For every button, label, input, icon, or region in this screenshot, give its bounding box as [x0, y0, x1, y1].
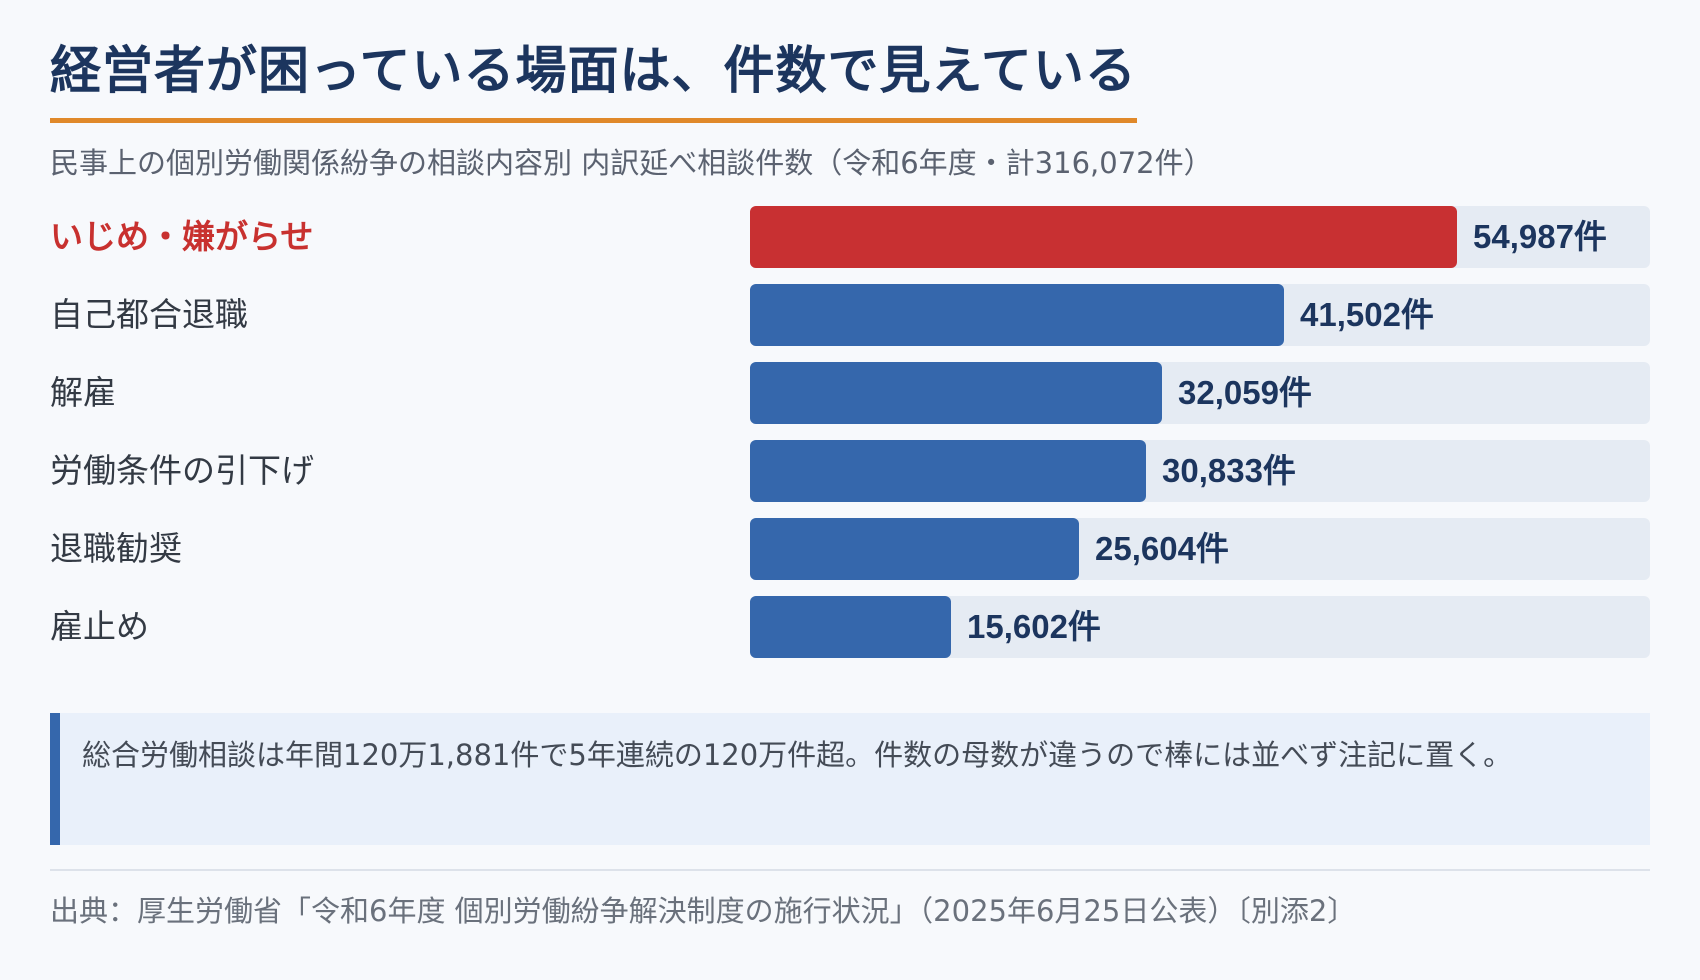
divider [50, 869, 1650, 871]
bar [750, 206, 1457, 269]
chart-row: 解雇 32,059件 [50, 362, 1650, 425]
bar [750, 518, 1079, 581]
page-title: 経営者が困っている場面は、件数で見えている [50, 40, 1137, 123]
value-label: 54,987件 [1473, 218, 1607, 256]
chart-subtitle: 民事上の個別労働関係紛争の相談内容別 内訳延べ相談件数（令和6年度・計316,0… [50, 145, 1213, 180]
bar-chart: いじめ・嫌がらせ 54,987件自己都合退職 41,502件解雇 32,059件労働条… [50, 206, 1650, 676]
chart-row: 労働条件の引下げ 30,833件 [50, 440, 1650, 503]
category-label: 労働条件の引下げ [50, 451, 314, 491]
value-label: 15,602件 [967, 608, 1101, 646]
note-box: 総合労働相談は年間120万1,881件で5年連続の120万件超。件数の母数が違う… [50, 713, 1650, 845]
source-citation: 出典：厚生労働省「令和6年度 個別労働紛争解決制度の施行状況」（2025年6月2… [50, 894, 1357, 928]
bar [750, 596, 951, 659]
chart-row: 自己都合退職 41,502件 [50, 284, 1650, 347]
bar-track: 32,059件 [750, 362, 1650, 425]
value-label: 25,604件 [1095, 530, 1229, 568]
value-label: 41,502件 [1300, 296, 1434, 334]
bar-track: 15,602件 [750, 596, 1650, 659]
bar [750, 362, 1162, 425]
value-label: 30,833件 [1162, 452, 1296, 490]
category-label: 解雇 [50, 373, 116, 413]
chart-container: 経営者が困っている場面は、件数で見えている 民事上の個別労働関係紛争の相談内容別… [50, 40, 1650, 676]
bar-track: 54,987件 [750, 206, 1650, 269]
category-label: 退職勧奨 [50, 529, 182, 569]
bar [750, 284, 1284, 347]
category-label: 雇止め [50, 607, 149, 647]
bar [750, 440, 1146, 503]
bar-track: 25,604件 [750, 518, 1650, 581]
category-label: いじめ・嫌がらせ [50, 217, 314, 257]
bar-track: 41,502件 [750, 284, 1650, 347]
bar-track: 30,833件 [750, 440, 1650, 503]
chart-row: 雇止め 15,602件 [50, 596, 1650, 659]
category-label: 自己都合退職 [50, 295, 248, 335]
value-label: 32,059件 [1178, 374, 1312, 412]
chart-row: いじめ・嫌がらせ 54,987件 [50, 206, 1650, 269]
chart-row: 退職勧奨 25,604件 [50, 518, 1650, 581]
